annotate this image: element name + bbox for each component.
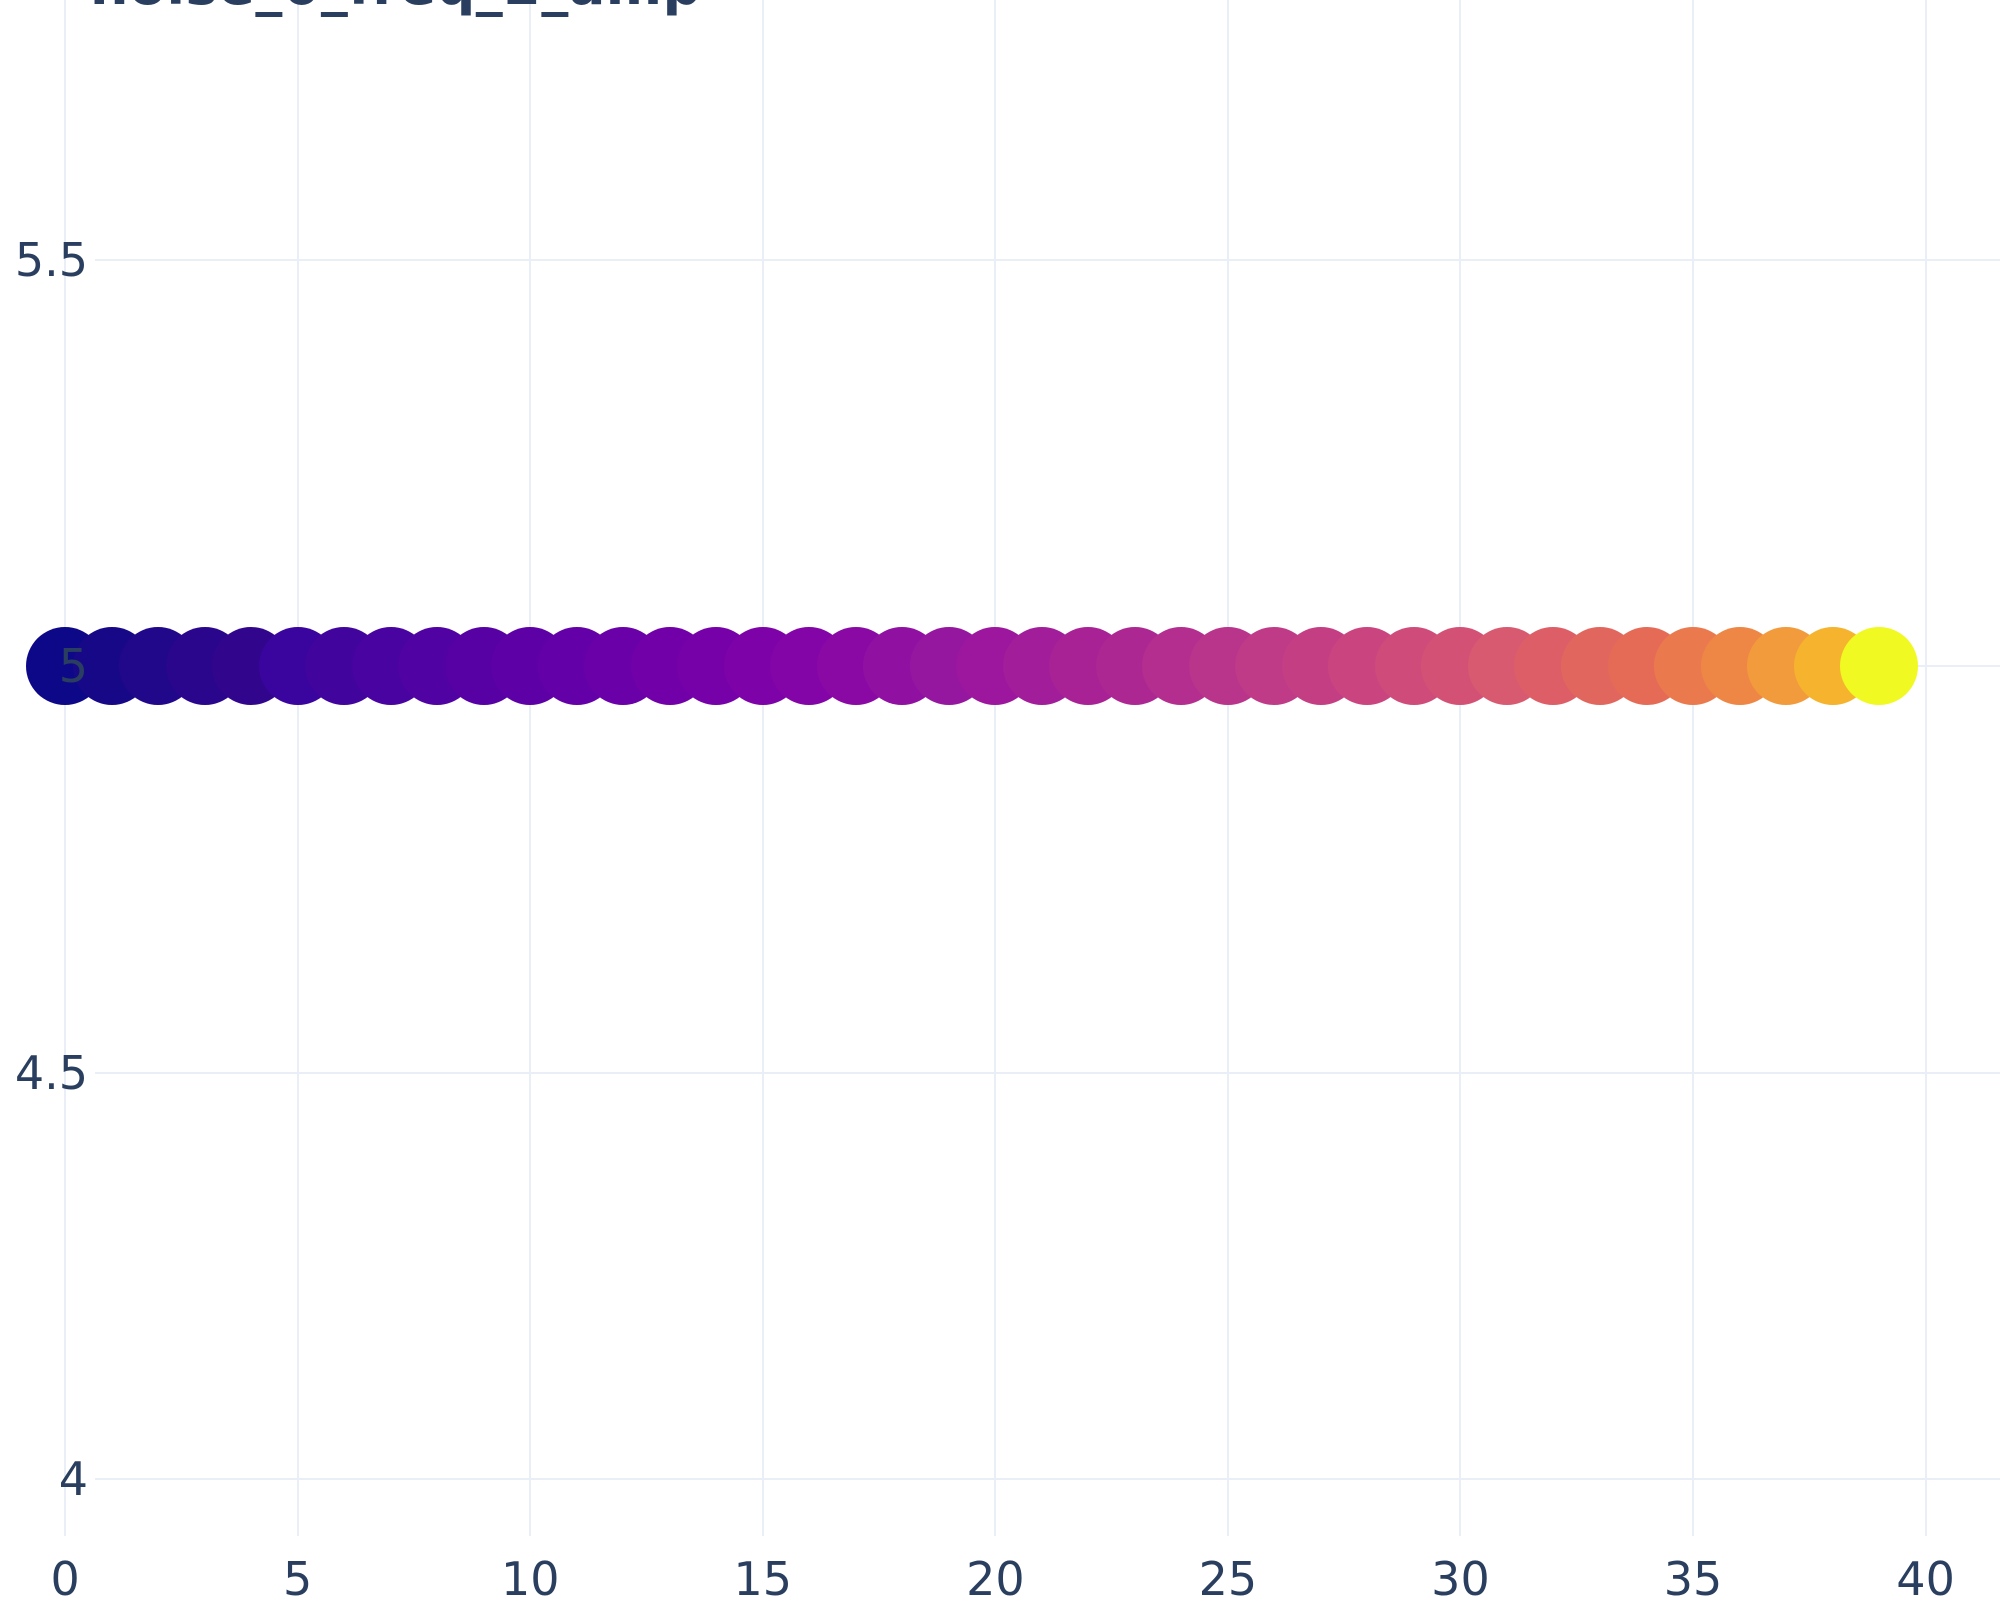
scatter-point (1840, 627, 1919, 706)
gridline-vertical (1692, 0, 1695, 1536)
x-axis-tick-label: 5 (283, 1552, 313, 1600)
gridline-vertical (529, 0, 532, 1536)
y-axis-tick-label: 5.5 (14, 233, 88, 288)
x-axis-tick-label: 35 (1663, 1552, 1723, 1600)
chart-title: noise_0_freq_2_amp (90, 0, 702, 17)
x-axis-tick-label: 0 (50, 1552, 80, 1600)
gridline-vertical (296, 0, 299, 1536)
x-axis-tick-label: 40 (1896, 1552, 1955, 1600)
gridline-horizontal (95, 1478, 2000, 1481)
x-axis-tick-label: 10 (500, 1552, 560, 1600)
y-axis-tick-label: 5 (58, 639, 88, 694)
x-axis-tick-labels: 0 5 10 15 20 25 30 35 40 (0, 1552, 2000, 1600)
y-axis-tick-label: 4.5 (14, 1045, 88, 1100)
x-axis-tick-label: 20 (966, 1552, 1025, 1600)
gridline-vertical (1226, 0, 1229, 1536)
gridline-horizontal (95, 1071, 2000, 1074)
x-axis-tick-label: 15 (733, 1552, 793, 1600)
gridline-vertical (994, 0, 997, 1536)
gridline-horizontal (95, 259, 2000, 262)
gridline-vertical (1924, 0, 1927, 1536)
gridline-vertical (761, 0, 764, 1536)
plot-area (26, 0, 2000, 1536)
x-axis-tick-label: 30 (1431, 1552, 1490, 1600)
x-axis-tick-label: 25 (1198, 1552, 1258, 1600)
gridline-vertical (1459, 0, 1462, 1536)
gridline-vertical (64, 0, 67, 1536)
y-axis-tick-label: 4 (58, 1452, 88, 1507)
